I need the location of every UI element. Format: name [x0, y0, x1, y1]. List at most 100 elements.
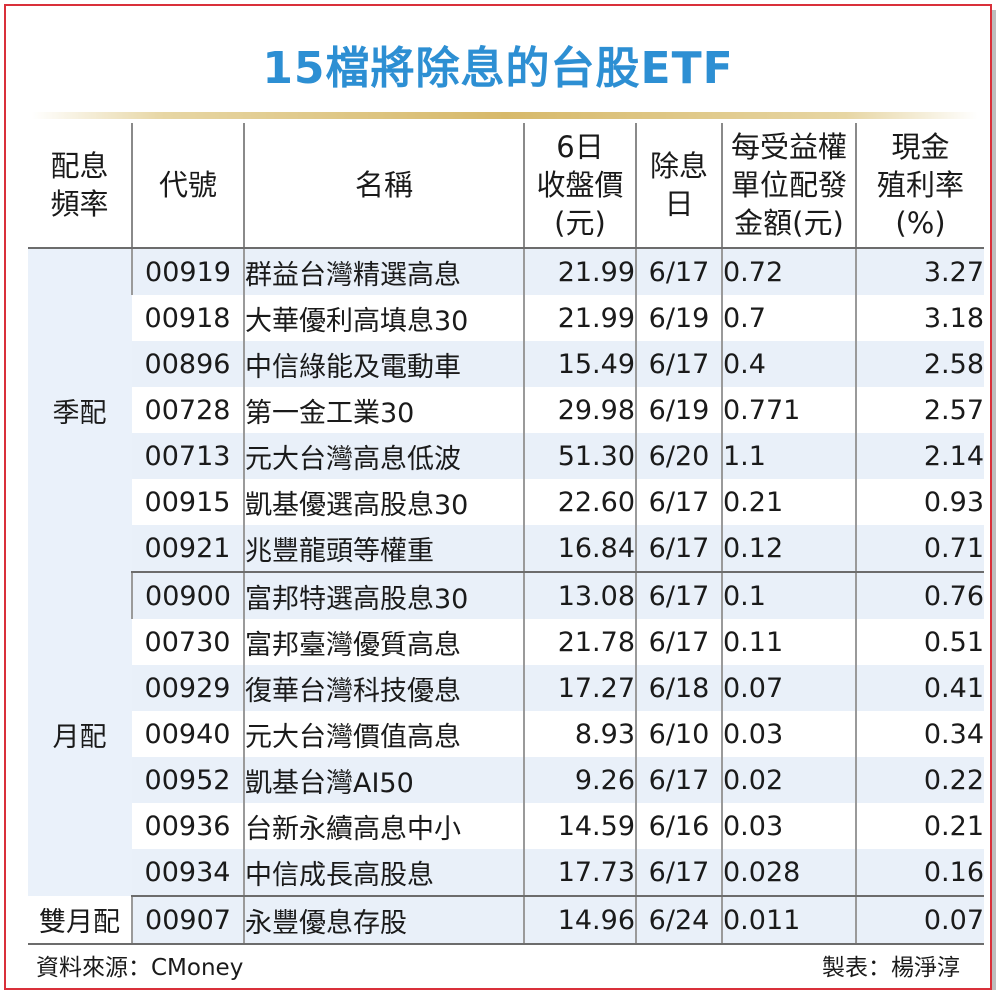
header-amount-line: 單位配發	[730, 168, 847, 202]
table-body: 季配 00919 群益台灣精選高息 21.99 6/17 0.72 3.27 00918 大華優…	[28, 248, 984, 945]
cell-freq: 季配	[28, 248, 132, 572]
table-row: 季配 00919 群益台灣精選高息 21.99 6/17 0.72 3.27	[28, 248, 984, 572]
cell-yield: 0.93	[855, 479, 984, 525]
cell-price: 14.59	[523, 803, 636, 849]
cell-yield: 3.27	[855, 248, 984, 295]
table-row: 00730 富邦臺灣優質高息 21.78 6/17 0.11 0.51	[28, 619, 984, 665]
header-freq-line: 配息	[50, 149, 109, 183]
header-freq-line: 頻率	[50, 187, 109, 221]
table-row: 00929 復華台灣科技優息 17.27 6/18 0.07 0.41	[28, 665, 984, 711]
cell-yield: 0.21	[855, 803, 984, 849]
table-header-row: 配息 頻率 代號 名稱 6日 收盤價 (元) 除息 日	[28, 123, 984, 249]
cell-name: 永豐優息存股	[243, 896, 524, 945]
cell-code: 00900	[131, 572, 244, 619]
cell-yield: 3.18	[855, 295, 984, 341]
cell-price: 16.84	[523, 525, 636, 573]
header-code-line: 代號	[158, 168, 217, 202]
cell-amount: 0.21	[721, 479, 856, 525]
cell-name: 元大台灣價值高息	[243, 711, 524, 757]
cell-code: 00728	[144, 394, 231, 426]
header-date-line: 除息	[649, 149, 708, 183]
header-date: 除息 日	[635, 123, 722, 249]
cell-date: 6/24	[635, 896, 722, 945]
table-row: 00918 大華優利高填息30 21.99 6/19 0.7 3.18	[28, 295, 984, 341]
cell-date: 6/17	[635, 849, 722, 897]
cell-yield: 0.34	[855, 711, 984, 757]
header-freq: 配息 頻率	[28, 123, 132, 249]
cell-amount: 0.02	[721, 757, 856, 803]
cell-price: 17.73	[523, 849, 636, 897]
cell-code: 00915	[144, 486, 231, 518]
cell-price: 22.60	[523, 479, 636, 525]
cell-amount: 0.011	[721, 896, 856, 945]
cell-freq: 雙月配	[28, 896, 132, 945]
cell-code: 00896	[132, 341, 244, 387]
cell-price: 13.08	[523, 572, 636, 619]
cell-price: 21.78	[523, 619, 636, 665]
table-row: 00713 元大台灣高息低波 51.30 6/20 1.1 2.14	[28, 433, 984, 479]
cell-date: 6/16	[635, 803, 722, 849]
cell-date: 6/18	[635, 665, 722, 711]
cell-date: 6/17	[635, 757, 722, 803]
cell-name: 大華優利高填息30	[243, 295, 524, 341]
cell-amount: 0.771	[721, 387, 856, 433]
infographic-frame: 15檔將除息的台股ETF 配息 頻率 代號 名稱	[4, 4, 996, 990]
cell-code: 00952	[132, 757, 244, 803]
header-price-line: (元)	[554, 206, 606, 240]
cell-amount: 0.12	[721, 525, 856, 573]
cell-name: 凱基台灣AI50	[243, 757, 524, 803]
header-amount-line: 金額(元)	[734, 206, 844, 240]
cell-date: 6/17	[635, 619, 722, 665]
cell-name: 富邦臺灣優質高息	[243, 619, 524, 665]
cell-amount: 0.11	[721, 619, 856, 665]
cell-date: 6/10	[635, 711, 722, 757]
cell-freq: 月配	[28, 572, 132, 896]
cell-yield: 0.16	[855, 849, 984, 897]
cell-yield: 0.41	[855, 665, 984, 711]
cell-code: 00919	[131, 248, 244, 295]
cell-price: 51.30	[523, 433, 636, 479]
table-row: 00728 第一金工業30 29.98 6/19 0.771 2.57	[28, 387, 984, 433]
cell-price: 8.93	[523, 711, 636, 757]
header-yield-line: (%)	[895, 206, 946, 240]
cell-price: 21.99	[523, 248, 636, 295]
cell-amount: 0.028	[721, 849, 856, 897]
cell-amount: 0.07	[721, 665, 856, 711]
table-row: 月配 00900 富邦特選高股息30 13.08 6/17 0.1 0.76	[28, 572, 984, 896]
cell-name: 元大台灣高息低波	[243, 433, 524, 479]
header-date-line: 日	[664, 187, 694, 221]
header-name: 名稱	[243, 123, 524, 249]
page-title: 15檔將除息的台股ETF	[262, 43, 734, 94]
cell-amount: 0.03	[721, 711, 856, 757]
cell-code: 00918	[144, 302, 231, 334]
cell-yield: 2.14	[855, 433, 984, 479]
cell-price: 21.99	[523, 295, 636, 341]
cell-price: 15.49	[523, 341, 636, 387]
cell-code: 00907	[131, 896, 244, 945]
cell-name: 凱基優選高股息30	[243, 479, 524, 525]
table-row: 00934 中信成長高股息 17.73 6/17 0.028 0.16	[28, 849, 984, 897]
source-note: 資料來源：CMoney	[36, 955, 244, 981]
cell-code: 00940	[144, 718, 231, 750]
cell-code: 00713	[132, 433, 244, 479]
header-yield: 現金 殖利率 (%)	[855, 123, 984, 249]
cell-name: 復華台灣科技優息	[243, 665, 524, 711]
cell-code: 00730	[144, 626, 231, 658]
cell-yield: 0.76	[855, 572, 984, 619]
cell-code: 00921	[132, 525, 244, 573]
cell-amount: 0.72	[721, 248, 856, 295]
cell-amount: 0.03	[721, 803, 856, 849]
cell-yield: 0.07	[855, 896, 984, 945]
cell-price: 9.26	[523, 757, 636, 803]
header-amount-line: 每受益權	[730, 130, 847, 164]
cell-name: 兆豐龍頭等權重	[243, 525, 524, 573]
header-yield-line: 現金	[891, 130, 950, 164]
cell-amount: 0.7	[721, 295, 856, 341]
cell-name: 群益台灣精選高息	[243, 248, 524, 295]
credit-note: 製表：楊淨淳	[822, 955, 960, 981]
cell-code: 00936	[144, 810, 231, 842]
cell-name: 中信綠能及電動車	[243, 341, 524, 387]
cell-name: 第一金工業30	[243, 387, 524, 433]
cell-date: 6/17	[635, 572, 722, 619]
cell-date: 6/17	[635, 525, 722, 573]
